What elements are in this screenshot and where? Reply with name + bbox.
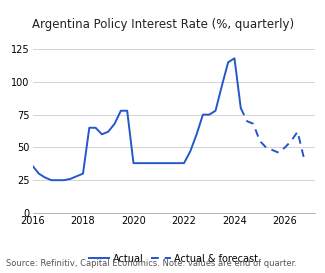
Actual xyxy=(119,109,123,112)
Actual xyxy=(201,113,205,116)
Actual xyxy=(100,133,104,136)
Text: Source: Refinitiv, Capital Economics. Note: values are end of quarter.: Source: Refinitiv, Capital Economics. No… xyxy=(6,259,297,268)
Actual xyxy=(157,162,161,165)
Actual xyxy=(112,122,116,126)
Actual xyxy=(94,126,98,129)
Actual xyxy=(31,164,34,167)
Actual & forecast xyxy=(264,146,268,149)
Actual xyxy=(188,150,192,153)
Actual & forecast xyxy=(252,122,255,126)
Actual xyxy=(214,109,217,112)
Actual xyxy=(226,61,230,64)
Actual & forecast xyxy=(245,120,249,123)
Actual xyxy=(138,162,142,165)
Actual & forecast xyxy=(239,106,243,110)
Actual xyxy=(182,162,186,165)
Actual xyxy=(81,172,85,175)
Actual xyxy=(43,176,47,179)
Actual & forecast xyxy=(296,130,300,133)
Actual xyxy=(106,130,110,133)
Actual xyxy=(239,106,243,110)
Actual xyxy=(176,162,180,165)
Actual xyxy=(169,162,173,165)
Actual & forecast xyxy=(270,149,274,152)
Actual & forecast xyxy=(283,146,287,149)
Actual xyxy=(37,172,41,175)
Line: Actual: Actual xyxy=(32,58,241,180)
Actual & forecast xyxy=(289,139,293,143)
Line: Actual & forecast: Actual & forecast xyxy=(241,108,304,158)
Actual xyxy=(69,177,72,180)
Actual & forecast xyxy=(258,139,262,143)
Actual & forecast xyxy=(302,156,306,159)
Actual xyxy=(49,179,53,182)
Actual xyxy=(163,162,167,165)
Actual xyxy=(62,179,66,182)
Actual xyxy=(220,84,224,87)
Actual xyxy=(150,162,154,165)
Actual xyxy=(195,133,199,136)
Actual xyxy=(207,113,211,116)
Actual xyxy=(56,179,60,182)
Actual xyxy=(132,162,136,165)
Text: Argentina Policy Interest Rate (%, quarterly): Argentina Policy Interest Rate (%, quart… xyxy=(32,18,295,31)
Actual xyxy=(232,57,236,60)
Legend: Actual, Actual & forecast: Actual, Actual & forecast xyxy=(89,254,258,264)
Actual & forecast xyxy=(277,151,280,154)
Actual xyxy=(87,126,91,129)
Actual xyxy=(144,162,148,165)
Actual xyxy=(125,109,129,112)
Actual xyxy=(75,175,79,178)
